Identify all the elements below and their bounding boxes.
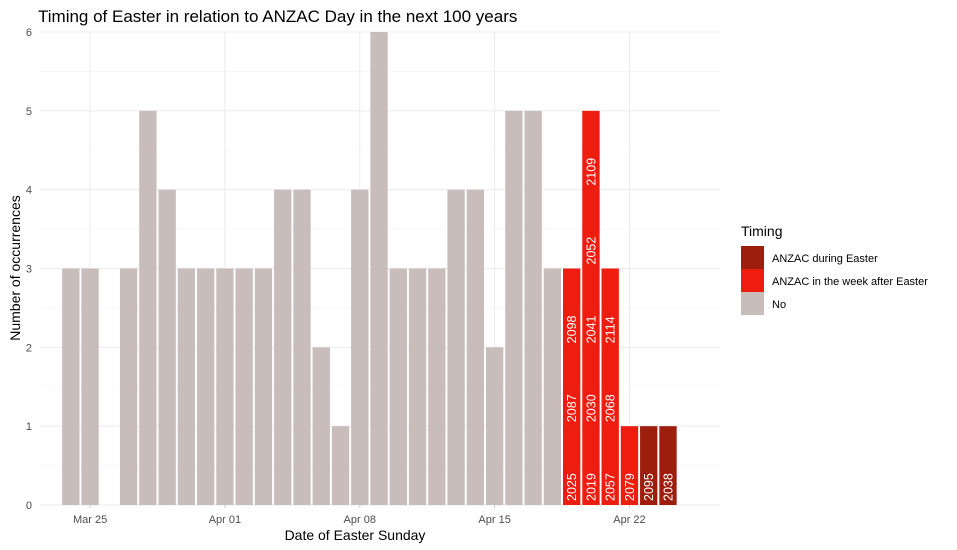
- bars-layer: [62, 32, 677, 505]
- legend-swatch-no: [741, 292, 764, 315]
- bar-year-label: 2030: [584, 394, 598, 422]
- bar-mar-27: [119, 268, 138, 505]
- bar-mar-31: [196, 268, 215, 505]
- bar-labels-layer: 2025 2087 2098 2019 2030 2041 2052 2109 2057 2068…: [565, 158, 675, 501]
- bar-apr-04: [274, 189, 292, 505]
- bar-apr-18: [543, 268, 562, 505]
- bar-year-label: 2041: [584, 315, 598, 343]
- bar-apr-19: [563, 268, 581, 505]
- bar-apr-23: [640, 426, 658, 505]
- x-tick-label: Apr 01: [209, 514, 241, 526]
- bar-year-label: 2038: [661, 473, 675, 501]
- bar-apr-12: [428, 268, 446, 505]
- x-tick-label: Mar 25: [73, 514, 107, 526]
- legend-label-no: No: [772, 299, 786, 311]
- bar-apr-15: [485, 347, 504, 505]
- bar-apr-01: [216, 268, 234, 505]
- bar-apr-13: [447, 189, 465, 505]
- bar-apr-08: [351, 189, 369, 505]
- bar-apr-21: [601, 268, 619, 505]
- bar-apr-03: [254, 268, 273, 505]
- bar-apr-16: [505, 110, 523, 505]
- legend-label-during: ANZAC during Easter: [772, 253, 878, 265]
- bar-year-label: 2019: [584, 473, 598, 501]
- bar-year-label: 2109: [584, 158, 598, 186]
- chart-title: Timing of Easter in relation to ANZAC Da…: [38, 7, 517, 26]
- bar-year-label: 2025: [565, 473, 579, 501]
- bar-apr-05: [293, 189, 311, 505]
- bar-mar-29: [158, 189, 176, 505]
- legend-swatch-after: [741, 269, 764, 292]
- bar-mar-30: [177, 268, 196, 505]
- bar-apr-09: [370, 32, 388, 505]
- x-axis-ticks: Mar 25 Apr 01 Apr 08 Apr 15 Apr 22: [73, 505, 646, 526]
- bar-apr-17: [524, 110, 542, 505]
- bar-year-label: 2079: [623, 473, 637, 501]
- y-tick-label: 3: [26, 264, 32, 276]
- bar-apr-11: [408, 268, 427, 505]
- x-axis-title: Date of Easter Sunday: [285, 527, 426, 543]
- bar-apr-10: [389, 268, 407, 505]
- legend: Timing ANZAC during Easter ANZAC in the …: [741, 223, 928, 315]
- y-tick-label: 6: [26, 27, 32, 39]
- x-tick-label: Apr 22: [613, 514, 645, 526]
- bar-year-label: 2098: [565, 315, 579, 343]
- bar-mar-24: [62, 268, 80, 505]
- y-tick-label: 1: [26, 421, 32, 433]
- y-tick-label: 5: [26, 106, 32, 118]
- bar-apr-02: [235, 268, 253, 505]
- bar-apr-22: [620, 426, 639, 505]
- x-tick-label: Apr 15: [478, 514, 510, 526]
- bar-year-label: 2068: [604, 394, 618, 422]
- y-axis-ticks: 0 1 2 3 4 5 6: [26, 27, 32, 512]
- bar-year-label: 2087: [565, 394, 579, 422]
- bar-year-label: 2057: [604, 473, 618, 501]
- bar-year-label: 2114: [604, 316, 618, 343]
- bar-apr-24: [659, 426, 677, 505]
- x-tick-label: Apr 08: [344, 514, 376, 526]
- bar-year-label: 2095: [642, 473, 656, 501]
- bar-mar-28: [139, 110, 157, 505]
- y-axis-title: Number of occurrences: [7, 195, 23, 341]
- legend-label-after: ANZAC in the week after Easter: [772, 276, 928, 288]
- legend-title: Timing: [741, 223, 783, 239]
- bar-apr-07: [331, 426, 350, 505]
- y-tick-label: 0: [26, 500, 32, 512]
- legend-swatch-during: [741, 246, 764, 269]
- bar-apr-20: [582, 110, 600, 505]
- bar-apr-06: [312, 347, 330, 505]
- bar-year-label: 2052: [584, 237, 598, 265]
- y-tick-label: 2: [26, 342, 32, 354]
- y-tick-label: 4: [26, 185, 32, 197]
- bar-mar-25: [81, 268, 99, 505]
- bar-apr-14: [466, 189, 485, 505]
